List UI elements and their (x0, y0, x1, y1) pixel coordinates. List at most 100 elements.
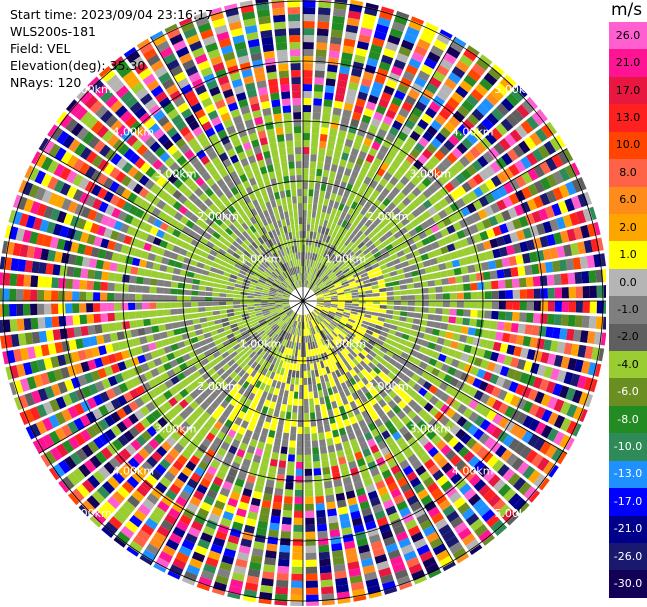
velocity-bin (355, 47, 368, 57)
velocity-bin (254, 239, 262, 247)
velocity-bin (432, 70, 446, 83)
velocity-bin (310, 267, 314, 275)
velocity-bin (161, 180, 172, 191)
velocity-bin (205, 386, 214, 396)
velocity-bin (265, 479, 275, 488)
velocity-bin (527, 183, 539, 197)
velocity-bin (259, 463, 269, 473)
velocity-bin (546, 121, 558, 135)
velocity-bin (396, 410, 407, 420)
velocity-bin (191, 421, 202, 432)
velocity-bin (281, 524, 292, 532)
velocity-bin (290, 377, 295, 385)
velocity-bin (342, 313, 350, 319)
velocity-bin (122, 404, 133, 416)
velocity-bin (397, 321, 406, 328)
velocity-bin (196, 242, 206, 251)
velocity-bin (222, 174, 232, 184)
velocity-bin (123, 213, 134, 225)
velocity-bin (579, 256, 589, 269)
velocity-bin (315, 317, 321, 324)
velocity-bin (340, 382, 348, 391)
velocity-bin (468, 411, 480, 423)
velocity-bin (416, 419, 427, 430)
velocity-bin (441, 462, 453, 474)
velocity-bin (332, 556, 345, 566)
velocity-bin (80, 361, 90, 373)
velocity-bin (93, 292, 101, 301)
velocity-bin (297, 328, 301, 336)
velocity-bin (370, 444, 380, 454)
velocity-bin (316, 302, 324, 305)
velocity-bin (540, 177, 552, 191)
velocity-bin (242, 372, 250, 381)
velocity-bin (210, 182, 220, 193)
velocity-bin (251, 139, 260, 148)
velocity-bin (290, 182, 296, 190)
velocity-bin (264, 384, 271, 393)
velocity-bin (152, 34, 167, 47)
velocity-bin (61, 408, 73, 422)
velocity-bin (94, 270, 103, 280)
velocity-bin (287, 253, 292, 262)
velocity-bin (314, 70, 325, 78)
velocity-bin (337, 129, 347, 139)
velocity-bin (386, 261, 395, 268)
velocity-bin (219, 305, 227, 310)
velocity-bin (428, 195, 438, 206)
velocity-bin (405, 136, 417, 147)
velocity-bin (233, 160, 242, 171)
velocity-bin (242, 389, 251, 398)
velocity-bin (72, 303, 80, 314)
velocity-bin (379, 177, 389, 187)
velocity-bin (359, 551, 372, 561)
velocity-bin (427, 206, 438, 216)
velocity-bin (369, 370, 378, 379)
velocity-bin (289, 440, 296, 448)
velocity-bin (69, 452, 83, 466)
velocity-bin (209, 482, 221, 493)
velocity-bin (194, 187, 204, 198)
velocity-bin (427, 280, 436, 287)
velocity-bin (431, 351, 441, 360)
velocity-bin (116, 232, 126, 243)
velocity-bin (264, 268, 272, 275)
velocity-bin (266, 186, 273, 195)
velocity-bin (16, 303, 24, 317)
velocity-bin (351, 474, 362, 484)
velocity-bin (247, 304, 255, 307)
velocity-bin (378, 313, 386, 318)
velocity-bin (274, 260, 280, 268)
velocity-bin (553, 431, 565, 446)
velocity-bin (261, 261, 268, 269)
velocity-bin (285, 411, 292, 420)
velocity-bin (276, 306, 284, 310)
velocity-bin (144, 98, 157, 111)
velocity-bin (347, 318, 356, 324)
velocity-bin (122, 417, 134, 429)
velocity-bin (506, 148, 519, 162)
velocity-bin (284, 324, 289, 332)
velocity-bin (375, 183, 385, 193)
velocity-bin (403, 550, 417, 562)
velocity-bin (328, 214, 335, 223)
velocity-bin (331, 371, 338, 380)
velocity-bin (429, 76, 442, 89)
velocity-bin (17, 259, 27, 272)
velocity-bin (287, 154, 295, 162)
velocity-bin (575, 301, 583, 313)
velocity-bin (288, 447, 296, 455)
velocity-bin (305, 524, 316, 532)
velocity-bin (241, 353, 249, 361)
velocity-bin (297, 426, 303, 434)
velocity-bin (522, 336, 532, 347)
velocity-bin (528, 251, 538, 263)
velocity-bin (368, 273, 376, 279)
velocity-bin (335, 250, 343, 258)
velocity-bin (351, 422, 360, 432)
velocity-bin (330, 291, 338, 295)
velocity-bin (392, 375, 401, 385)
velocity-bin (130, 439, 142, 451)
velocity-bin (505, 220, 516, 232)
velocity-bin (261, 172, 270, 182)
